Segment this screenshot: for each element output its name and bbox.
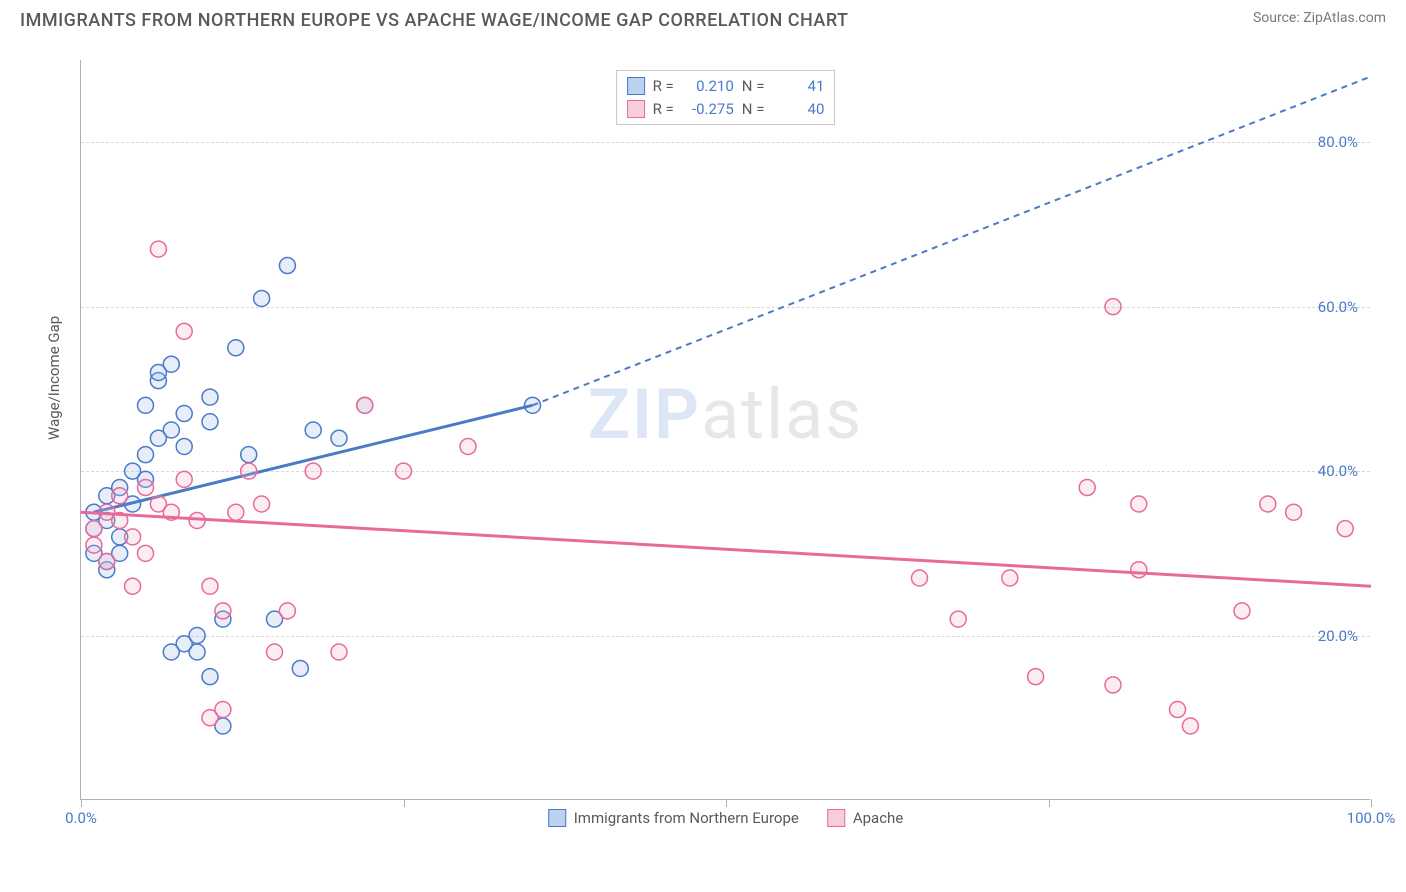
series-swatch — [627, 77, 645, 95]
stat-n-label: N = — [742, 75, 765, 98]
x-tick-label: 100.0% — [1347, 809, 1396, 827]
stats-row: R = 0.210 N = 41 — [627, 75, 825, 98]
source-attribution: Source: ZipAtlas.com — [1253, 10, 1386, 26]
stat-r-label: R = — [653, 98, 674, 121]
scatter-point — [163, 644, 179, 660]
scatter-point — [1234, 603, 1250, 619]
scatter-point — [241, 447, 257, 463]
scatter-point — [176, 438, 192, 454]
scatter-point — [950, 611, 966, 627]
scatter-point — [1079, 480, 1095, 496]
scatter-point — [1170, 702, 1186, 718]
scatter-point — [228, 340, 244, 356]
scatter-point — [138, 447, 154, 463]
stat-n-value: 40 — [772, 98, 824, 121]
scatter-point — [241, 463, 257, 479]
scatter-point — [1182, 718, 1198, 734]
scatter-point — [150, 241, 166, 257]
stat-r-label: R = — [653, 75, 674, 98]
scatter-point — [267, 644, 283, 660]
x-tick — [726, 799, 727, 807]
x-tick-label: 0.0% — [65, 809, 97, 827]
stat-r-value: 0.210 — [682, 75, 734, 98]
x-tick — [81, 799, 82, 807]
scatter-point — [138, 480, 154, 496]
scatter-point — [99, 554, 115, 570]
stats-row: R = -0.275 N = 40 — [627, 98, 825, 121]
scatter-point — [1105, 677, 1121, 693]
x-tick — [1371, 799, 1372, 807]
scatter-point — [460, 438, 476, 454]
scatter-point — [138, 397, 154, 413]
scatter-point — [202, 389, 218, 405]
scatter-point — [1028, 669, 1044, 685]
scatter-point — [202, 414, 218, 430]
scatter-point — [254, 496, 270, 512]
scatter-point — [1286, 504, 1302, 520]
bottom-legend: Immigrants from Northern Europe Apache — [548, 809, 904, 827]
scatter-point — [357, 397, 373, 413]
scatter-point — [1002, 570, 1018, 586]
scatter-point — [305, 422, 321, 438]
plot-area: ZIPatlas 20.0%40.0%60.0%80.0% 0.0%100.0%… — [80, 60, 1370, 800]
scatter-point — [1105, 299, 1121, 315]
scatter-point — [125, 578, 141, 594]
scatter-point — [138, 545, 154, 561]
legend-label: Apache — [853, 809, 903, 827]
stats-legend-box: R = 0.210 N = 41 R = -0.275 N = 40 — [616, 70, 836, 125]
scatter-point — [396, 463, 412, 479]
stat-n-value: 41 — [772, 75, 824, 98]
header: IMMIGRANTS FROM NORTHERN EUROPE VS APACH… — [0, 0, 1406, 35]
scatter-point — [305, 463, 321, 479]
y-axis-label: Wage/Income Gap — [45, 316, 63, 440]
scatter-point — [1260, 496, 1276, 512]
scatter-point — [912, 570, 928, 586]
legend-swatch — [548, 809, 566, 827]
legend-label: Immigrants from Northern Europe — [574, 809, 799, 827]
scatter-point — [112, 488, 128, 504]
scatter-point — [202, 669, 218, 685]
legend-item: Apache — [827, 809, 903, 827]
scatter-point — [202, 578, 218, 594]
scatter-point — [163, 356, 179, 372]
x-tick — [1049, 799, 1050, 807]
x-tick — [404, 799, 405, 807]
scatter-point — [125, 529, 141, 545]
legend-item: Immigrants from Northern Europe — [548, 809, 799, 827]
scatter-point — [163, 422, 179, 438]
scatter-point — [331, 430, 347, 446]
scatter-point — [1337, 521, 1353, 537]
trend-line-extrapolated — [533, 76, 1372, 405]
stat-n-label: N = — [742, 98, 765, 121]
scatter-point — [189, 628, 205, 644]
scatter-point — [215, 603, 231, 619]
legend-swatch — [827, 809, 845, 827]
scatter-point — [254, 290, 270, 306]
trend-line — [81, 512, 1371, 586]
scatter-point — [189, 644, 205, 660]
scatter-point — [86, 537, 102, 553]
scatter-point — [215, 702, 231, 718]
stat-r-value: -0.275 — [682, 98, 734, 121]
series-swatch — [627, 100, 645, 118]
scatter-plot-svg — [81, 60, 1370, 799]
scatter-point — [86, 521, 102, 537]
scatter-point — [279, 258, 295, 274]
scatter-point — [176, 471, 192, 487]
scatter-point — [228, 504, 244, 520]
scatter-point — [292, 660, 308, 676]
scatter-point — [331, 644, 347, 660]
scatter-point — [176, 406, 192, 422]
scatter-point — [1131, 496, 1147, 512]
scatter-point — [1131, 562, 1147, 578]
scatter-point — [176, 323, 192, 339]
chart-title: IMMIGRANTS FROM NORTHERN EUROPE VS APACH… — [20, 10, 849, 31]
scatter-point — [279, 603, 295, 619]
chart-container: Wage/Income Gap ZIPatlas 20.0%40.0%60.0%… — [50, 50, 1386, 830]
